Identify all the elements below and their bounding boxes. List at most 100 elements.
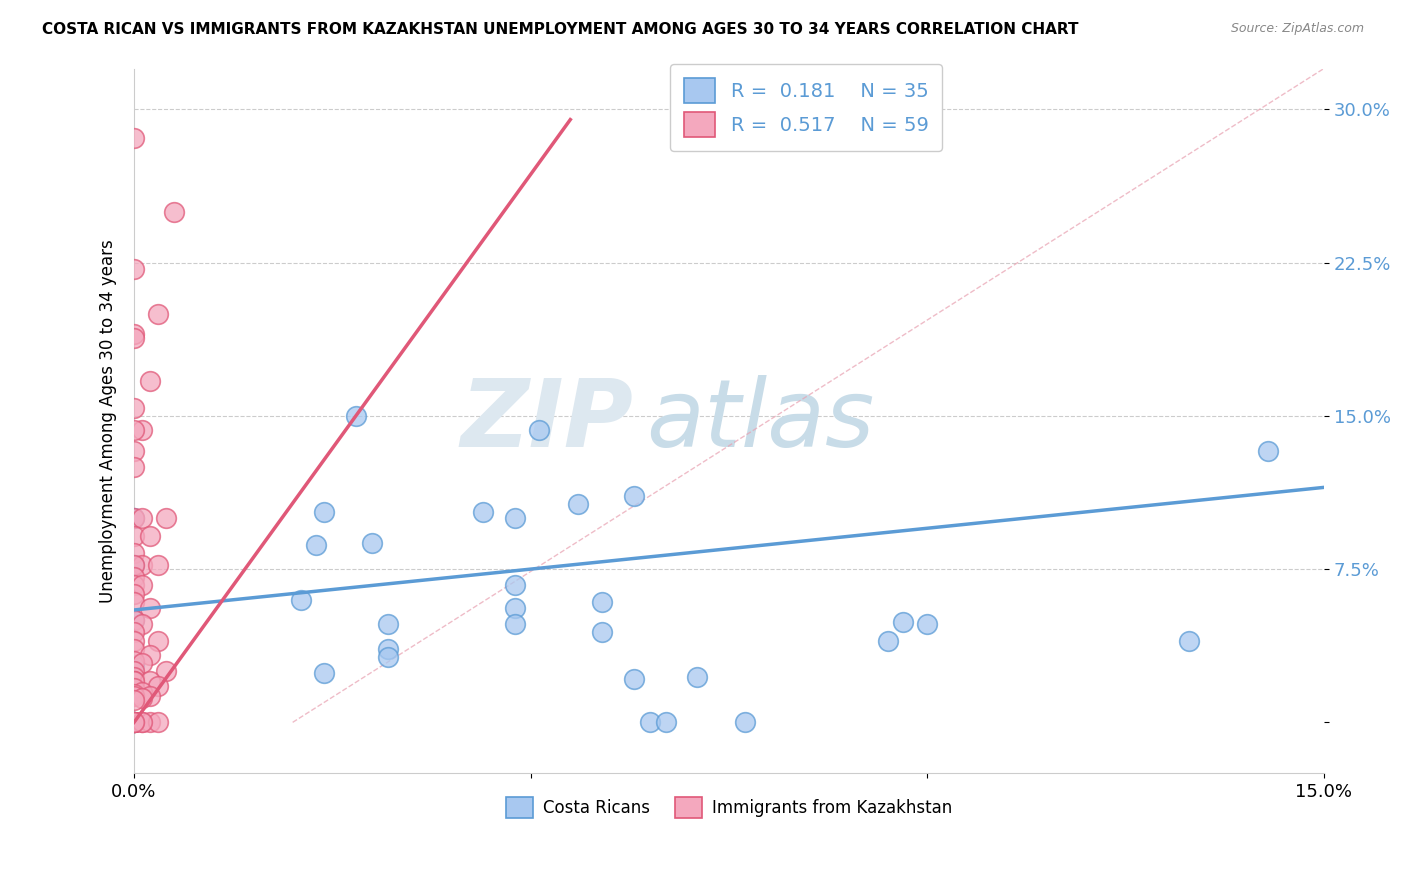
Point [1178,633,1201,648]
Point [131,423,153,437]
Point [503,617,526,632]
Point [623,673,645,687]
Point [527,423,550,437]
Point [503,601,526,615]
Point [122,327,145,342]
Point [155,511,177,525]
Point [377,641,399,656]
Point [305,538,328,552]
Point [139,648,162,662]
Point [146,679,169,693]
Point [122,613,145,627]
Point [654,715,676,730]
Point [122,693,145,707]
Point [122,715,145,730]
Point [131,715,153,730]
Point [122,331,145,345]
Point [917,617,939,632]
Point [146,715,169,730]
Point [377,617,399,632]
Point [122,654,145,668]
Point [122,511,145,525]
Point [122,261,145,276]
Point [893,615,915,630]
Point [122,715,145,730]
Point [122,665,145,679]
Point [122,578,145,592]
Point [591,595,613,609]
Point [146,633,169,648]
Point [734,715,756,730]
Point [122,570,145,584]
Point [139,601,162,615]
Point [139,715,162,730]
Point [122,613,145,627]
Point [131,656,153,670]
Point [122,401,145,415]
Point [122,670,145,684]
Point [122,131,145,145]
Point [131,617,153,632]
Point [131,578,153,592]
Text: Source: ZipAtlas.com: Source: ZipAtlas.com [1230,22,1364,36]
Point [122,529,145,543]
Point [131,715,153,730]
Point [122,633,145,648]
Point [686,670,709,684]
Point [131,684,153,698]
Point [122,715,145,730]
Point [139,529,162,543]
Point [122,587,145,601]
Point [122,715,145,730]
Point [472,505,495,519]
Point [139,689,162,703]
Point [876,633,898,648]
Point [122,558,145,572]
Legend: Costa Ricans, Immigrants from Kazakhstan: Costa Ricans, Immigrants from Kazakhstan [499,790,959,825]
Point [591,625,613,640]
Point [1257,443,1279,458]
Point [122,674,145,689]
Point [377,650,399,665]
Point [122,443,145,458]
Point [122,658,145,673]
Point [122,715,145,730]
Point [163,204,186,219]
Point [122,681,145,695]
Point [146,558,169,572]
Point [139,374,162,388]
Point [122,687,145,701]
Point [122,511,145,525]
Point [623,489,645,503]
Point [361,535,384,549]
Point [567,497,589,511]
Point [122,546,145,560]
Point [146,307,169,321]
Point [122,625,145,640]
Point [122,689,145,703]
Point [122,595,145,609]
Point [122,558,145,572]
Text: COSTA RICAN VS IMMIGRANTS FROM KAZAKHSTAN UNEMPLOYMENT AMONG AGES 30 TO 34 YEARS: COSTA RICAN VS IMMIGRANTS FROM KAZAKHSTA… [42,22,1078,37]
Point [314,666,336,681]
Point [131,511,153,525]
Point [290,592,312,607]
Point [122,423,145,437]
Point [122,715,145,730]
Point [155,665,177,679]
Point [503,578,526,592]
Point [314,505,336,519]
Point [344,409,367,423]
Point [122,674,145,689]
Point [131,558,153,572]
Point [122,459,145,474]
Text: atlas: atlas [645,376,875,467]
Y-axis label: Unemployment Among Ages 30 to 34 years: Unemployment Among Ages 30 to 34 years [100,239,117,603]
Point [638,715,661,730]
Point [139,674,162,689]
Text: ZIP: ZIP [461,375,634,467]
Point [503,511,526,525]
Point [122,641,145,656]
Point [122,715,145,730]
Point [131,690,153,705]
